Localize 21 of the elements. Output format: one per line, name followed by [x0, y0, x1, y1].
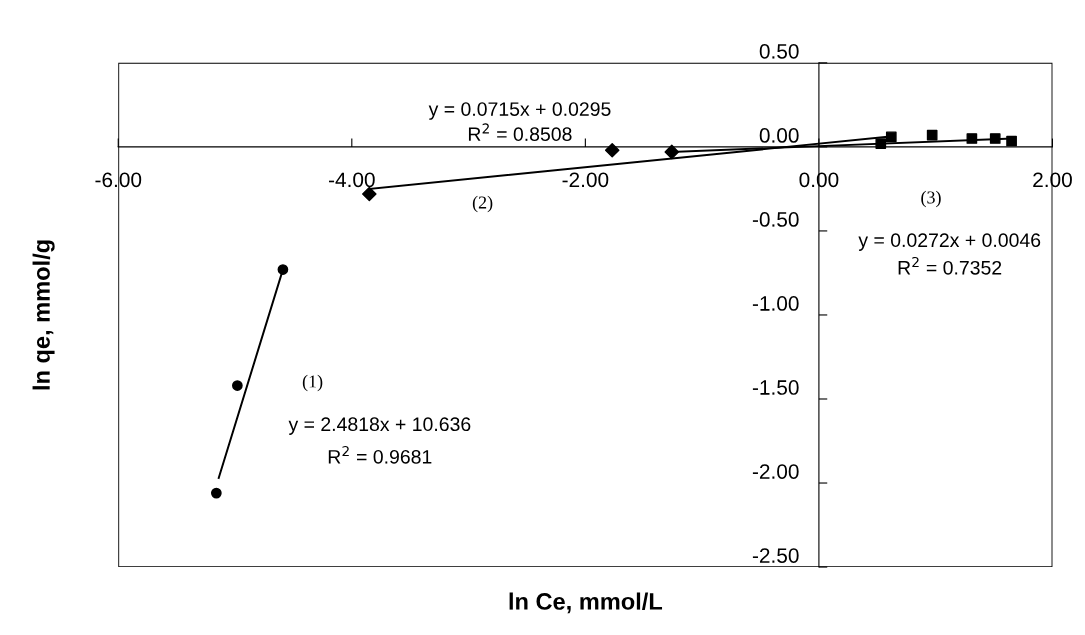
annotation: R$^{2}$ = 0.8508: [468, 123, 572, 142]
y-tick-label: -2.50: [752, 548, 799, 563]
y-tick-label: -0.50: [752, 212, 799, 227]
annotation: y = 0.0715x + 0.0295: [428, 102, 611, 120]
x-tick-label: -4.00: [329, 172, 375, 188]
y-tick-label: 0.00: [759, 128, 799, 143]
annotation: y = 2.4818x + 10.636: [288, 417, 471, 435]
annotation: (2): [472, 195, 493, 213]
annotation: (3): [921, 190, 941, 208]
annotation: R$^{2}$ = 0.7352: [898, 256, 1002, 275]
x-tick-label: 2.00: [1033, 172, 1072, 188]
y-axis-title: ln qe, mmol/g: [32, 240, 55, 390]
y-tick-label: -2.00: [752, 464, 799, 479]
x-axis-title: ln Ce, mmol/L: [509, 592, 663, 614]
x-tick-label: -2.00: [562, 172, 609, 188]
annotation: (1): [302, 374, 323, 392]
y-tick-label: 0.50: [759, 43, 799, 59]
annotation: R$^{2}$ = 0.9681: [328, 445, 432, 464]
y-tick-label: -1.00: [752, 296, 799, 311]
annotation: y = 0.0272x + 0.0046: [858, 233, 1041, 251]
y-tick-label: -1.50: [752, 380, 799, 395]
